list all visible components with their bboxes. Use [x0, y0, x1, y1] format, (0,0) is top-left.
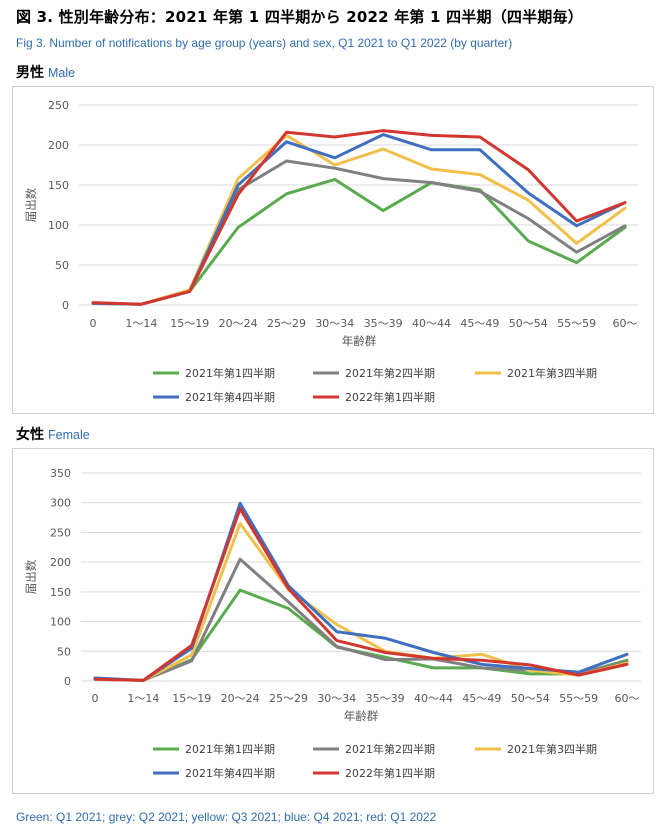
- male-chart-panel: 0 50 100 150 200 250 0 1～14 15～19 20～24 25～29 30～34…: [12, 86, 654, 414]
- male-x-axis-title: 年齢群: [342, 334, 377, 348]
- male-legend-label: 2021年第2四半期: [345, 366, 435, 380]
- female-x-axis-title: 年齢群: [344, 709, 379, 723]
- male-y-tick-label: 0: [62, 299, 69, 312]
- male-x-tick-label: 15～19: [170, 317, 209, 330]
- female-x-tick-label: 35～39: [366, 692, 405, 705]
- female-label-en: Female: [48, 428, 90, 442]
- male-x-tick-label: 60～: [613, 317, 638, 330]
- male-x-tick-label: 20～24: [219, 317, 258, 330]
- male-section-label: 男性 Male: [16, 62, 75, 82]
- female-y-axis-title: 届出数: [24, 559, 38, 594]
- female-line-chart: 0 50 100 150 200 250 300 350 0 1～14 15～19 20～24 25～2…: [24, 467, 641, 780]
- male-legend-label: 2021年第4四半期: [185, 390, 275, 404]
- female-y-tick-label: 0: [64, 675, 71, 688]
- female-legend-label: 2021年第4四半期: [185, 766, 275, 780]
- female-chart-panel: 0 50 100 150 200 250 300 350 0 1～14 15～19 20～24 25～2…: [12, 448, 654, 794]
- male-x-tick-label: 35～39: [364, 317, 403, 330]
- male-series-line-q4: [91, 133, 627, 306]
- female-x-tick-label: 40～44: [414, 692, 453, 705]
- female-legend-label: 2021年第2四半期: [345, 742, 435, 756]
- male-legend-label: 2021年第3四半期: [507, 366, 597, 380]
- male-x-tick-label: 50～54: [509, 317, 548, 330]
- female-y-tick-label: 250: [50, 526, 71, 539]
- figure-title: 図 3. 性別年齢分布：2021 年第 1 四半期から 2022 年第 1 四半…: [16, 8, 583, 26]
- female-y-tick-label: 200: [50, 556, 71, 569]
- male-label-ja: 男性: [16, 65, 44, 81]
- male-x-tick-label: 0: [90, 317, 97, 330]
- female-x-tick-label: 15～19: [172, 692, 211, 705]
- color-key-footer: Green: Q1 2021; grey: Q2 2021; yellow: Q…: [16, 810, 437, 824]
- female-label-ja: 女性: [16, 427, 44, 443]
- male-line-chart: 0 50 100 150 200 250 0 1～14 15～19 20～24 25～29 30～34…: [24, 99, 639, 404]
- male-x-tick-label: 45～49: [460, 317, 499, 330]
- male-x-tick-label: 40～44: [412, 317, 451, 330]
- female-x-tick-label: 0: [92, 692, 99, 705]
- male-series-line-q5: [91, 129, 627, 306]
- female-legend-label: 2022年第1四半期: [345, 766, 435, 780]
- male-x-tick-label: 25～29: [267, 317, 306, 330]
- male-x-tick-label: 30～34: [315, 317, 354, 330]
- female-x-tick-label: 20～24: [221, 692, 260, 705]
- male-label-en: Male: [48, 66, 76, 80]
- female-x-tick-label: 30～34: [317, 692, 356, 705]
- female-legend-label: 2021年第3四半期: [507, 742, 597, 756]
- female-x-tick-label: 45～49: [462, 692, 501, 705]
- female-x-tick-label: 55～59: [559, 692, 598, 705]
- male-y-tick-label: 50: [55, 259, 69, 272]
- female-x-tick-label: 1～14: [127, 692, 159, 705]
- figure-subtitle: Fig 3. Number of notifications by age gr…: [16, 36, 513, 50]
- male-series-line-q3: [91, 133, 627, 306]
- female-y-tick-label: 150: [50, 586, 71, 599]
- female-y-tick-label: 50: [57, 645, 71, 658]
- male-y-tick-label: 100: [48, 219, 69, 232]
- male-legend-label: 2021年第1四半期: [185, 366, 275, 380]
- male-series-line-q1: [91, 177, 627, 306]
- male-x-tick-label: 55～59: [557, 317, 596, 330]
- male-x-tick-label: 1～14: [125, 317, 157, 330]
- male-series-line-q2: [91, 159, 627, 306]
- female-section-label: 女性 Female: [16, 424, 90, 444]
- male-y-axis-title: 届出数: [24, 187, 38, 222]
- female-y-tick-label: 350: [50, 467, 71, 480]
- male-y-tick-label: 150: [48, 179, 69, 192]
- female-y-tick-label: 100: [50, 616, 71, 629]
- female-y-tick-label: 300: [50, 497, 71, 510]
- male-legend-label: 2022年第1四半期: [345, 390, 435, 404]
- female-x-tick-label: 60～: [615, 692, 640, 705]
- female-x-tick-label: 25～29: [269, 692, 308, 705]
- female-legend-label: 2021年第1四半期: [185, 742, 275, 756]
- female-series-line-q5: [93, 507, 629, 682]
- male-y-tick-label: 250: [48, 99, 69, 112]
- female-x-tick-label: 50～54: [511, 692, 550, 705]
- female-series-line-q4: [93, 501, 629, 682]
- male-y-tick-label: 200: [48, 139, 69, 152]
- female-series-line-q3: [93, 522, 629, 682]
